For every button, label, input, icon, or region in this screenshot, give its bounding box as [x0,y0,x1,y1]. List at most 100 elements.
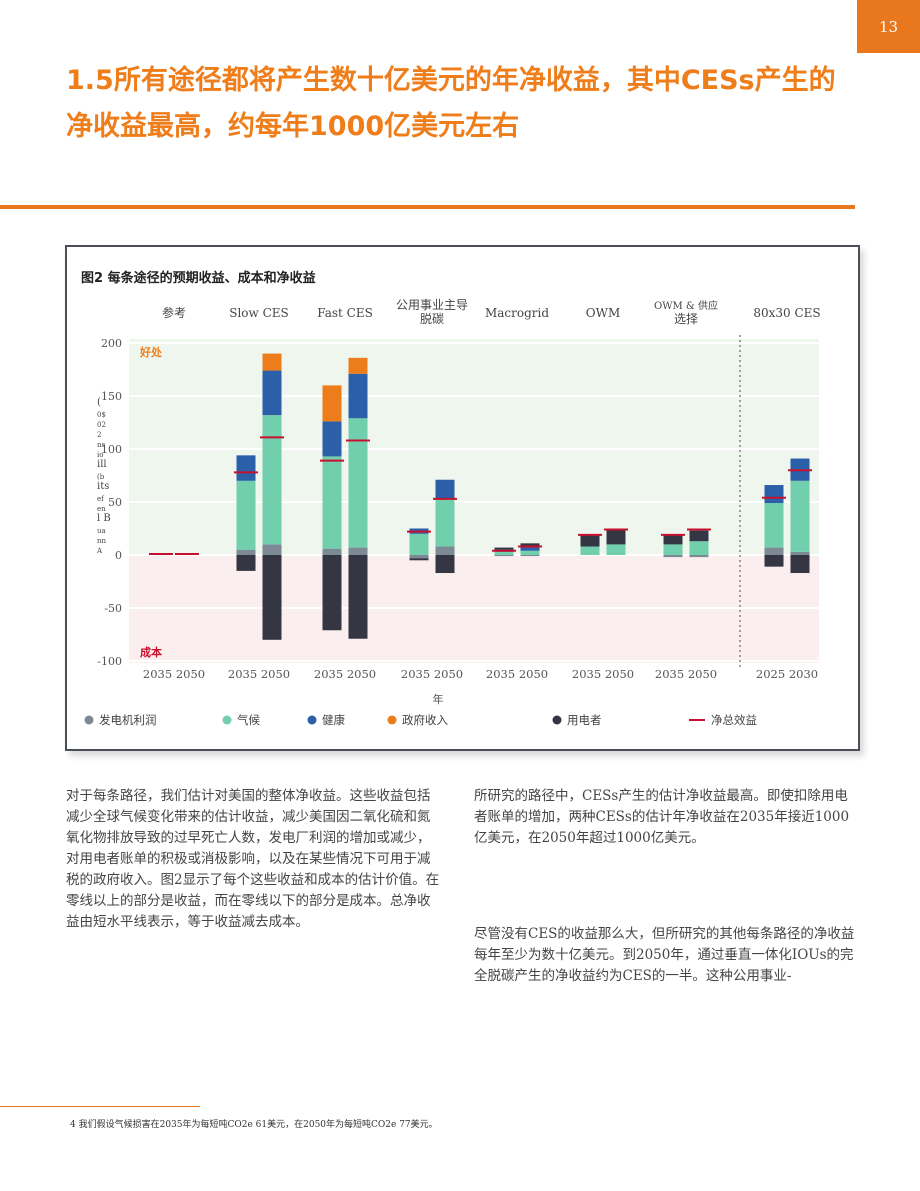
benefit-region [129,339,819,555]
bar-segment [322,548,342,555]
bar-segment [790,480,810,552]
legend-swatch [387,715,397,725]
y-axis-label-fragment: 0$ [97,411,106,419]
y-axis-label-fragment: ill [97,459,107,470]
bar-segment [689,530,709,542]
bar-segment [494,547,514,550]
group-label: 80x30 CES [753,306,820,320]
bar-segment [262,555,282,640]
y-axis-label-fragment: ef [97,495,105,503]
group-label: OWM & 供应 [654,299,718,312]
y-axis-label-fragment: A [96,547,103,555]
group-label: Macrogrid [485,306,549,320]
legend-label: 政府收入 [402,713,448,727]
y-tick-label: -50 [104,602,122,615]
group-label: Slow CES [229,306,289,320]
legend-swatch [222,715,232,725]
legend-swatch [552,715,562,725]
y-axis-label-fragment: (b [97,473,105,481]
bar-segment [348,373,368,419]
y-axis-label-fragment: its [97,481,109,492]
figure-box: 图2 每条途径的预期收益、成本和净收益 200 150 100 50 0 -50 -100 好… [65,245,860,751]
group-label: 脱碳 [420,311,444,326]
bar-segment [663,555,683,558]
footnote-divider [0,1106,200,1107]
bar-segment [262,370,282,416]
bar-segment [435,479,455,499]
bar-segment [348,418,368,548]
bar-segment [348,555,368,639]
bar-segment [322,421,342,457]
bar-segment [262,415,282,545]
bar-segment [262,353,282,371]
legend-label: 气候 [237,713,260,727]
y-axis-label-fragment: ( [97,397,101,408]
bar-segment [689,541,709,555]
group-label: 选择 [674,312,698,326]
bar-segment [520,543,540,547]
bar-segment [663,534,683,545]
y-axis-label-fragment: en [97,505,106,513]
bar-segment [520,546,540,551]
y-axis-label-fragment: ua [97,527,106,535]
bar-segment [322,456,342,549]
bar-segment [764,503,784,548]
bar-segment [409,555,429,559]
y-tick-label: -100 [97,655,122,668]
bar-segment [663,544,683,555]
x-tick-label: 2035 2050 [143,667,205,681]
title-divider [0,205,855,209]
bar-segment [764,555,784,567]
bar-segment [606,544,626,555]
legend-label: 净总效益 [711,713,757,727]
x-axis-label: 年 [433,692,444,706]
legend-swatch [307,715,317,725]
y-tick-label: 100 [101,443,122,456]
y-tick-label: 50 [108,496,122,509]
paragraph-left: 对于每条路径，我们估计对美国的整体净收益。这些收益包括减少全球气候变化带来的估计… [66,788,440,930]
group-label: 参考 [162,305,186,320]
y-tick-label: 0 [115,549,122,562]
bar-segment [580,534,600,547]
x-tick-label: 2025 2030 [756,667,818,681]
group-label: OWM [586,306,620,320]
bar-segment [409,558,429,561]
bar-segment [348,547,368,555]
bar-segment [322,385,342,422]
bar-segment [790,551,810,555]
y-axis-label-fragment: ns [97,441,106,449]
bar-segment [236,455,256,481]
y-axis-label-fragment: l B [97,513,111,524]
cost-label: 成本 [140,645,162,659]
bar-segment [520,550,540,555]
bar-segment [435,555,455,574]
bar-segment [520,555,540,557]
bar-segment [764,547,784,555]
x-tick-label: 2035 2050 [228,667,290,681]
bar-segment [689,555,709,558]
bar-segment [790,555,810,574]
y-tick-label: 150 [101,390,122,403]
page-number: 13 [857,0,920,53]
paragraph-right-1: 所研究的路径中，CESs产生的估计净收益最高。即使扣除用电者账单的增加，两种CE… [474,788,850,846]
y-tick-label: 200 [101,337,122,350]
bar-segment [409,533,429,555]
y-axis-label-fragment: 02 [97,421,106,429]
group-label: 公用事业主导 [396,298,468,312]
bar-segment [764,485,784,504]
bar-segment [236,555,256,571]
bar-segment [606,528,626,545]
legend-swatch [84,715,94,725]
y-axis-label-fragment: 2 [97,431,101,439]
x-tick-label: 2035 2050 [401,667,463,681]
x-tick-label: 2035 2050 [572,667,634,681]
bar-segment [262,544,282,555]
paragraph-right-2: 尽管没有CES的收益那么大，但所研究的其他每条路径的净收益每年至少为数十亿美元。… [474,926,855,984]
page-title: 1.5所有途径都将产生数十亿美元的年净收益，其中CESs产生的净收益最高，约每年… [66,65,836,142]
legend-label: 发电机利润 [99,713,157,727]
x-tick-label: 2035 2050 [655,667,717,681]
bar-segment [435,546,455,555]
bar-segment [236,480,256,550]
bar-segment [580,546,600,555]
